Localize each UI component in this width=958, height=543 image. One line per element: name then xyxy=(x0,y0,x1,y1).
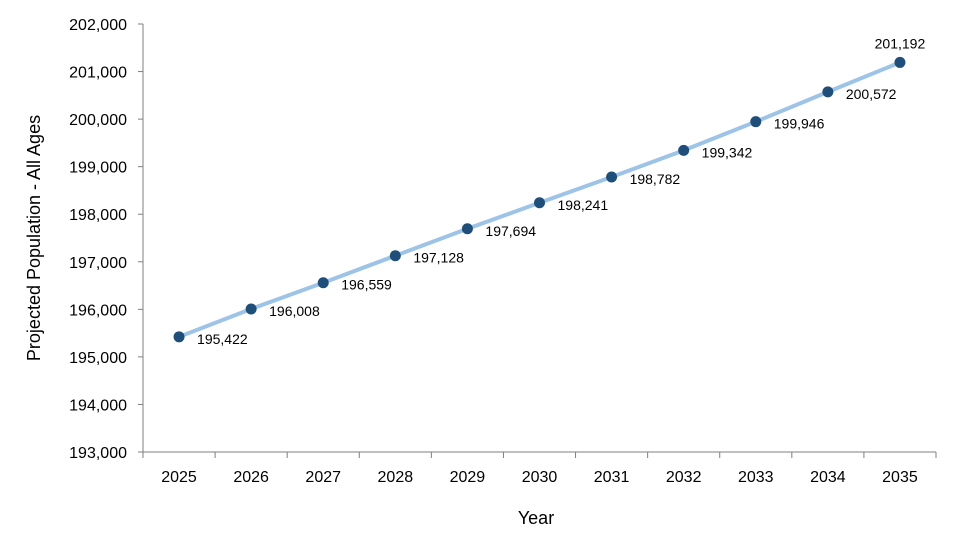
y-tick-label: 197,000 xyxy=(69,255,127,272)
y-tick-label: 196,000 xyxy=(69,302,127,319)
x-tick-label: 2034 xyxy=(810,469,846,486)
data-labels-layer: 195,422 196,008 196,559 197,128 197,694 198,2… xyxy=(197,35,925,346)
x-tick-label: 2031 xyxy=(594,469,630,486)
y-tick-label: 199,000 xyxy=(69,160,127,177)
x-axis-title: Year xyxy=(518,508,554,528)
x-tick-label: 2028 xyxy=(378,469,414,486)
y-tick-label: 195,000 xyxy=(69,350,127,367)
data-label: 196,008 xyxy=(269,303,320,319)
y-tick-label: 194,000 xyxy=(69,397,127,414)
x-tick-label: 2035 xyxy=(882,469,918,486)
data-point xyxy=(534,197,545,209)
x-tick-label: 2025 xyxy=(161,469,197,486)
y-tick-label: 193,000 xyxy=(69,445,127,462)
data-point xyxy=(894,56,906,68)
x-tick-label: 2032 xyxy=(666,469,702,486)
data-point xyxy=(317,277,329,289)
data-point xyxy=(750,116,762,128)
x-tick-label: 2029 xyxy=(450,469,486,486)
x-tick-label: 2026 xyxy=(233,469,269,486)
y-tick-label: 200,000 xyxy=(69,112,127,129)
data-label: 195,422 xyxy=(197,331,248,347)
data-label: 197,694 xyxy=(485,223,536,239)
x-tick-label: 2033 xyxy=(738,469,774,486)
data-point xyxy=(389,250,401,262)
data-label: 199,342 xyxy=(702,144,753,160)
data-label: 200,572 xyxy=(846,86,897,102)
data-point xyxy=(245,303,257,315)
data-point xyxy=(173,331,185,343)
data-label: 197,128 xyxy=(413,250,464,266)
data-label: 198,241 xyxy=(558,197,609,213)
data-point xyxy=(461,223,473,235)
data-point xyxy=(822,86,834,98)
data-label: 198,782 xyxy=(630,171,681,187)
data-label: 196,559 xyxy=(341,277,392,293)
y-tick-label: 198,000 xyxy=(69,207,127,224)
axes: 193,000 194,000 195,000 196,000 197,000 198,0… xyxy=(69,17,937,486)
x-tick-label: 2027 xyxy=(305,469,341,486)
data-points-layer xyxy=(173,56,906,343)
x-tick-label: 2030 xyxy=(522,469,558,486)
data-label: 199,946 xyxy=(774,116,825,132)
y-tick-label: 201,000 xyxy=(69,65,127,82)
data-label: 201,192 xyxy=(875,35,926,51)
data-point xyxy=(606,171,618,183)
y-tick-label: 202,000 xyxy=(69,17,127,34)
data-point xyxy=(678,144,690,156)
y-axis-title: Projected Population - All Ages xyxy=(24,115,44,361)
